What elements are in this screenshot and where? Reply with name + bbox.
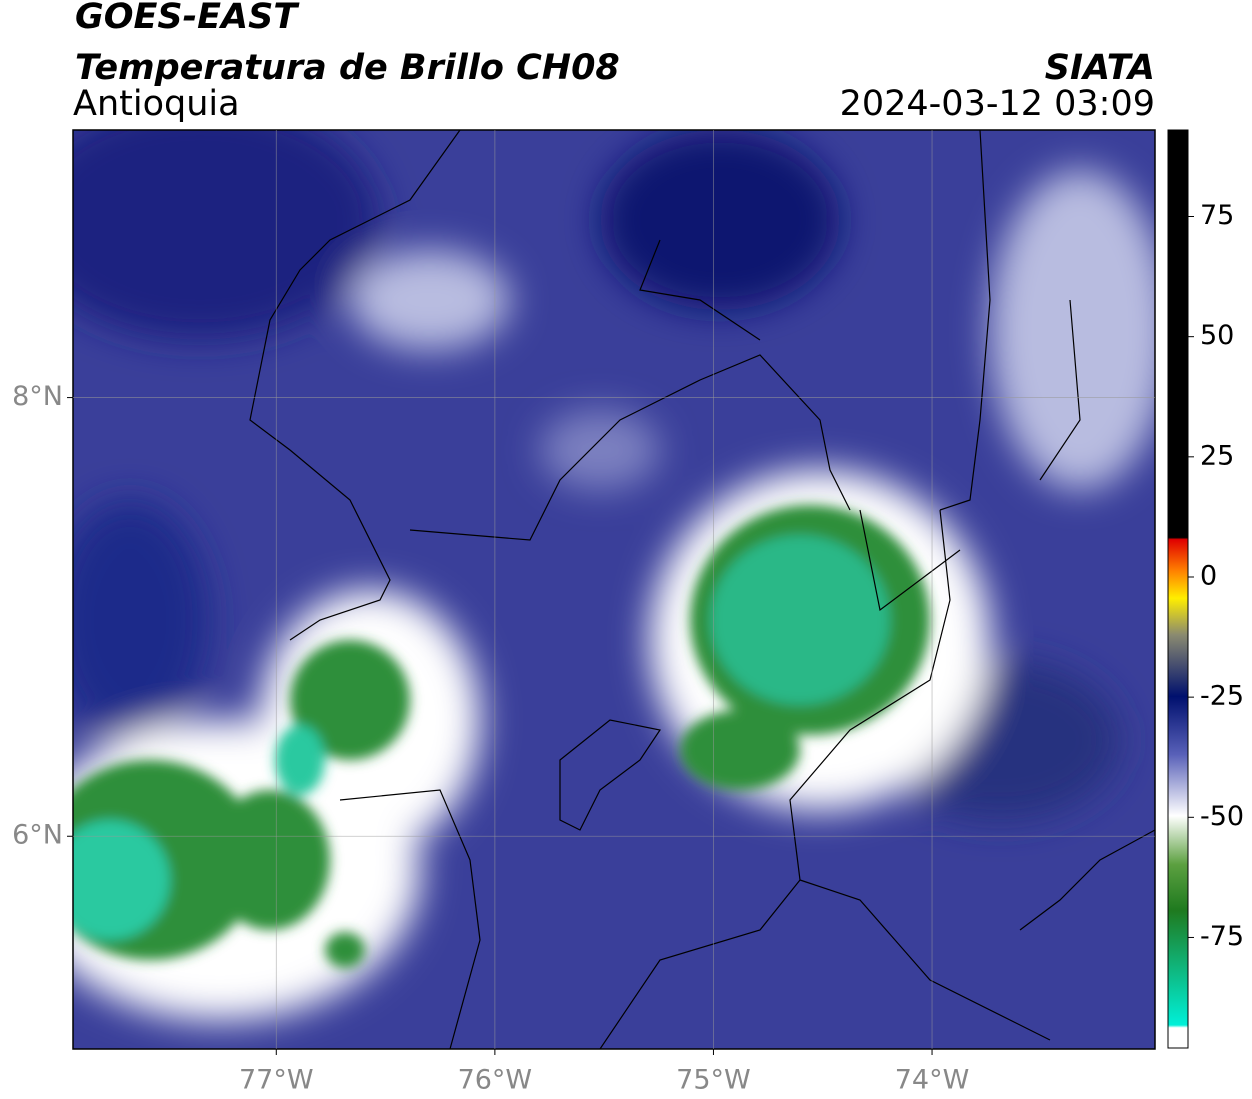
x-tick-label: 75°W <box>676 1065 751 1096</box>
colorbar-tick-label: 0 <box>1200 560 1217 591</box>
colorbar-tick-label: 25 <box>1200 440 1234 471</box>
y-tick-label: 8°N <box>12 381 63 412</box>
x-tick-label: 74°W <box>895 1065 970 1096</box>
satellite-image <box>73 130 1155 1049</box>
datetime-label: 2024-03-12 03:09 <box>840 84 1155 124</box>
colorbar-tick-label: -25 <box>1200 681 1244 712</box>
y-tick-label: 6°N <box>12 820 63 851</box>
satellite-title: GOES-EAST <box>75 0 300 37</box>
colorbar-tick-label: -50 <box>1200 801 1244 832</box>
x-tick-label: 77°W <box>239 1065 314 1096</box>
colorbar <box>1167 129 1189 1049</box>
colorbar-tick-label: -75 <box>1200 921 1244 952</box>
colorbar-tick-label: 75 <box>1200 200 1234 231</box>
x-tick-label: 76°W <box>458 1065 533 1096</box>
map-frame <box>72 129 1156 1050</box>
product-title: Temperatura de Brillo CH08 <box>75 48 620 88</box>
colorbar-tick-label: 50 <box>1200 320 1234 351</box>
region-label: Antioquia <box>73 84 240 124</box>
agency-title: SIATA <box>1045 48 1155 88</box>
